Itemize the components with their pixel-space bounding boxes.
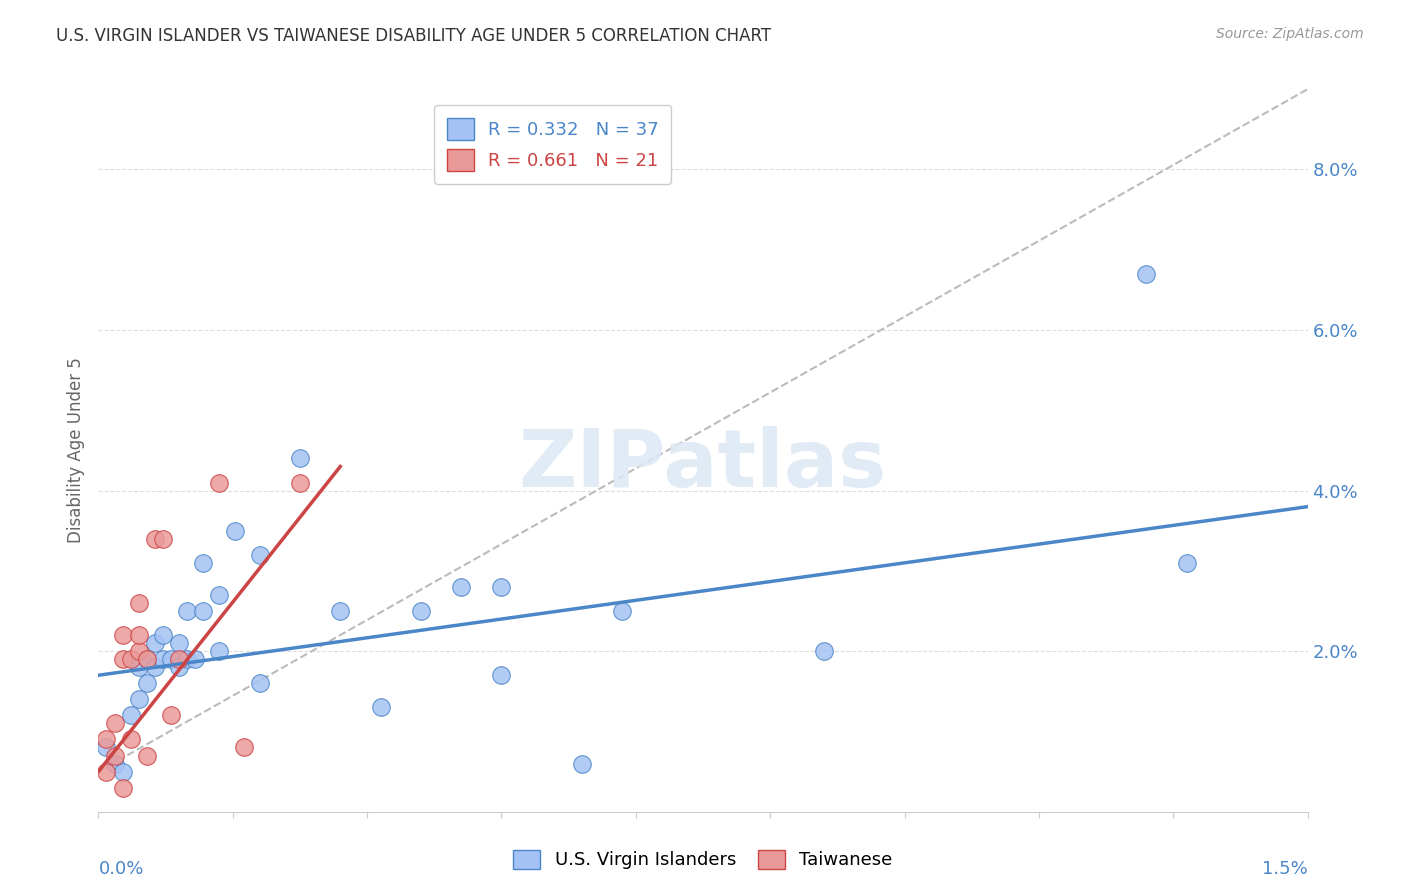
- Point: [120, 652, 142, 666]
- Point: [96, 740, 118, 755]
- Point: [120, 732, 142, 747]
- Point: [135, 652, 157, 666]
- Point: [143, 660, 166, 674]
- Point: [329, 604, 352, 618]
- Text: U.S. VIRGIN ISLANDER VS TAIWANESE DISABILITY AGE UNDER 5 CORRELATION CHART: U.S. VIRGIN ISLANDER VS TAIWANESE DISABI…: [56, 27, 772, 45]
- Text: 0.0%: 0.0%: [98, 860, 143, 878]
- Point: [143, 532, 166, 546]
- Point: [571, 756, 593, 771]
- Point: [128, 644, 150, 658]
- Point: [450, 580, 472, 594]
- Point: [128, 596, 150, 610]
- Point: [491, 668, 513, 682]
- Point: [813, 644, 835, 658]
- Point: [103, 756, 125, 771]
- Point: [152, 652, 174, 666]
- Point: [96, 764, 118, 779]
- Point: [176, 604, 198, 618]
- Point: [184, 652, 207, 666]
- Point: [96, 732, 118, 747]
- Point: [111, 652, 134, 666]
- Text: 1.5%: 1.5%: [1261, 860, 1308, 878]
- Text: Source: ZipAtlas.com: Source: ZipAtlas.com: [1216, 27, 1364, 41]
- Point: [152, 628, 174, 642]
- Legend: R = 0.332   N = 37, R = 0.661   N = 21: R = 0.332 N = 37, R = 0.661 N = 21: [434, 105, 672, 184]
- Point: [111, 628, 134, 642]
- Point: [103, 716, 125, 731]
- Point: [128, 692, 150, 706]
- Point: [143, 636, 166, 650]
- Point: [193, 604, 215, 618]
- Point: [160, 652, 183, 666]
- Point: [1175, 556, 1198, 570]
- Point: [208, 475, 231, 490]
- Point: [193, 556, 215, 570]
- Y-axis label: Disability Age Under 5: Disability Age Under 5: [66, 358, 84, 543]
- Point: [135, 652, 157, 666]
- Point: [232, 740, 254, 755]
- Text: ZIPatlas: ZIPatlas: [519, 425, 887, 504]
- Point: [176, 652, 198, 666]
- Point: [111, 780, 134, 795]
- Point: [120, 708, 142, 723]
- Point: [409, 604, 432, 618]
- Point: [167, 652, 190, 666]
- Point: [1135, 267, 1157, 281]
- Point: [208, 588, 231, 602]
- Legend: U.S. Virgin Islanders, Taiwanese: U.S. Virgin Islanders, Taiwanese: [505, 841, 901, 879]
- Point: [135, 748, 157, 763]
- Point: [128, 660, 150, 674]
- Point: [612, 604, 634, 618]
- Point: [160, 708, 183, 723]
- Point: [167, 636, 190, 650]
- Point: [152, 532, 174, 546]
- Point: [370, 700, 392, 714]
- Point: [288, 451, 311, 466]
- Point: [167, 660, 190, 674]
- Point: [135, 676, 157, 690]
- Point: [128, 628, 150, 642]
- Point: [103, 748, 125, 763]
- Point: [249, 548, 271, 562]
- Point: [111, 764, 134, 779]
- Point: [288, 475, 311, 490]
- Point: [249, 676, 271, 690]
- Point: [224, 524, 246, 538]
- Point: [208, 644, 231, 658]
- Point: [491, 580, 513, 594]
